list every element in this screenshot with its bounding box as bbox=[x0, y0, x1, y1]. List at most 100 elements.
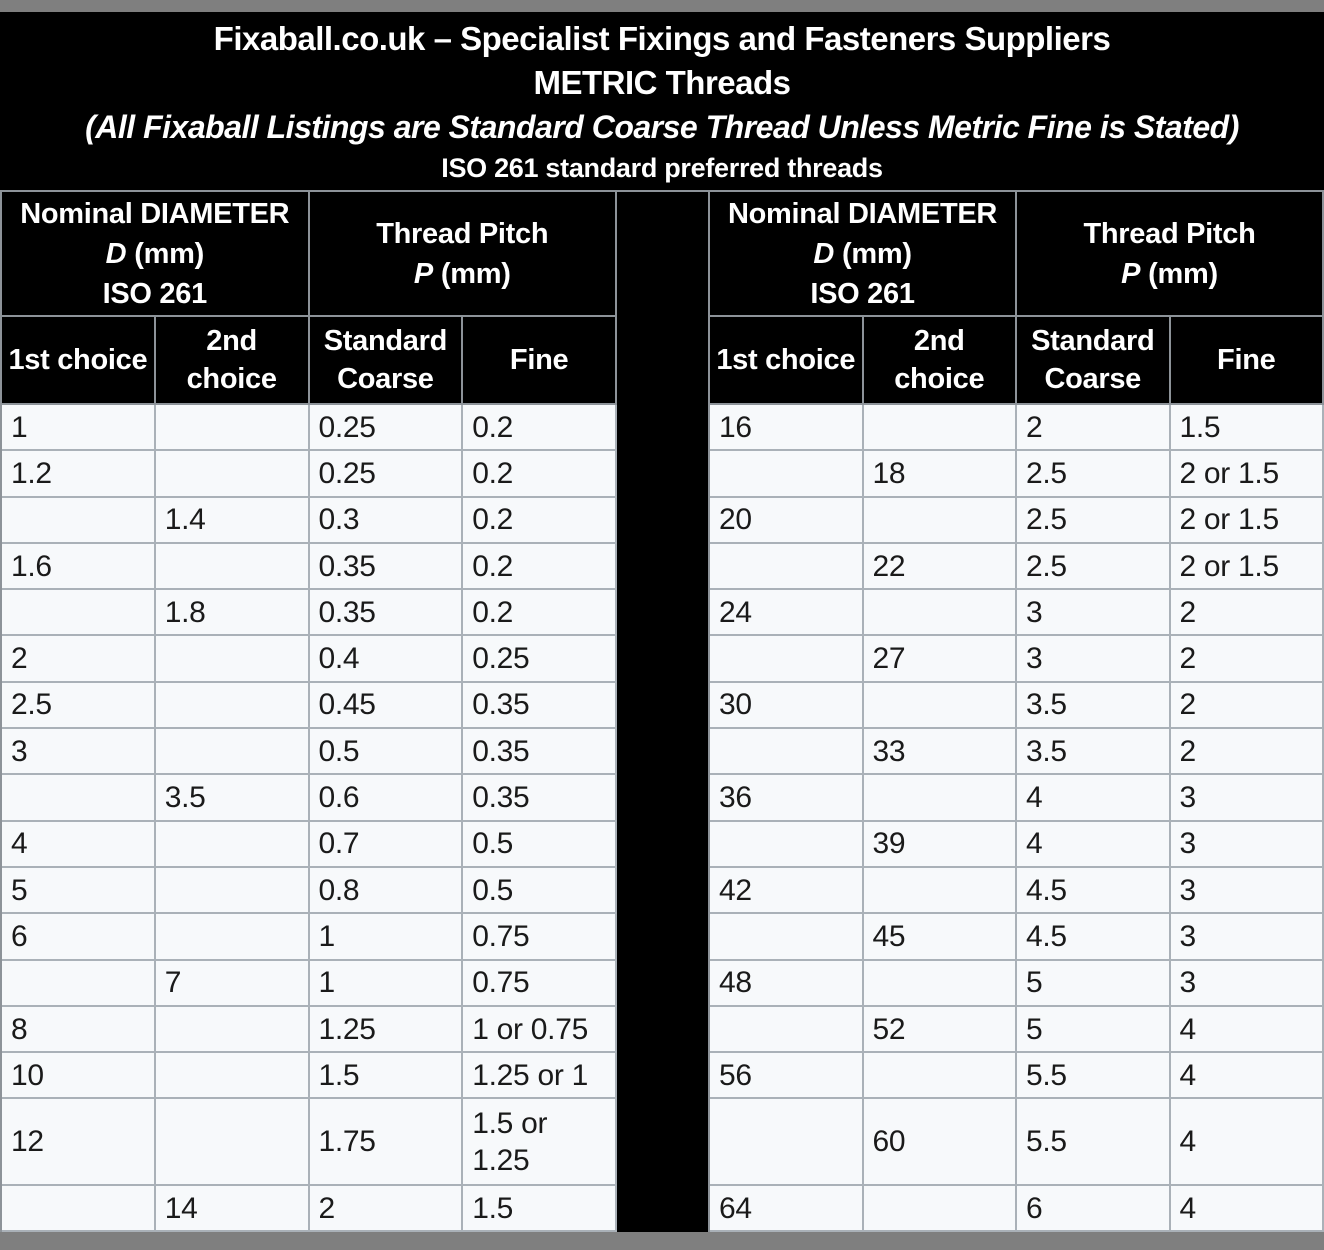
diameter-header-title: Nominal DIAMETER bbox=[727, 197, 998, 230]
table-cell: 7 bbox=[155, 960, 310, 1007]
diameter-header: Nominal DIAMETER D (mm) ISO 261 bbox=[710, 192, 1017, 317]
table-cell: 2.5 bbox=[1017, 497, 1171, 544]
pitch-header-title: Thread Pitch bbox=[376, 217, 549, 250]
diameter-unit: (mm) bbox=[841, 237, 912, 270]
diameter-header: Nominal DIAMETER D (mm) ISO 261 bbox=[2, 192, 310, 317]
diameter-unit: (mm) bbox=[134, 237, 204, 270]
table-cell: 0.2 bbox=[463, 497, 617, 544]
table-cell: 0.75 bbox=[463, 960, 617, 1007]
pitch-header-symbol-line: P (mm) bbox=[1121, 254, 1218, 294]
table-cell: 3 bbox=[1170, 775, 1324, 822]
table-cell bbox=[710, 914, 864, 961]
table-cell bbox=[155, 1006, 310, 1054]
title-supplier-line: Fixaball.co.uk – Specialist Fixings and … bbox=[213, 20, 1111, 57]
table-cell bbox=[863, 682, 1017, 730]
table-cell: 16 bbox=[710, 405, 864, 452]
table-cell bbox=[863, 1186, 1017, 1233]
table-cell: 1.6 bbox=[2, 543, 156, 591]
table-cell: 3 bbox=[1017, 590, 1171, 637]
table-cell: 3 bbox=[1017, 636, 1171, 683]
table-cell: 0.2 bbox=[463, 405, 617, 452]
table-cell: 2 bbox=[1170, 729, 1324, 776]
table-cell: 12 bbox=[2, 1099, 156, 1187]
table-cell: 4 bbox=[2, 821, 156, 868]
table-cell: 1.5 bbox=[463, 1186, 617, 1233]
title-iso-standard: ISO 261 standard preferred threads bbox=[441, 153, 883, 183]
table-cell bbox=[710, 729, 864, 776]
tables-row: Nominal DIAMETER D (mm) ISO 261 Thread Pi… bbox=[0, 190, 1324, 1233]
table-cell: 0.5 bbox=[463, 821, 617, 868]
table-cell bbox=[155, 682, 310, 730]
table-cell: 1 bbox=[2, 405, 156, 452]
diameter-header-symbol-line: D (mm) bbox=[813, 234, 912, 274]
column-header-fine: Fine bbox=[463, 317, 617, 405]
column-divider bbox=[617, 192, 708, 1233]
table-cell: 3.5 bbox=[1017, 729, 1171, 776]
table-cell: 0.25 bbox=[463, 636, 617, 683]
diameter-symbol: D bbox=[105, 237, 127, 270]
table-cell: 10 bbox=[2, 1053, 156, 1100]
table-cell: 4 bbox=[1170, 1053, 1324, 1100]
table-cell bbox=[863, 405, 1017, 452]
title-coarse-note: (All Fixaball Listings are Standard Coar… bbox=[85, 109, 1239, 145]
table-cell bbox=[155, 729, 310, 776]
column-header-2nd-choice: 2nd choice bbox=[863, 317, 1017, 405]
table-cell bbox=[2, 775, 156, 822]
pitch-symbol: P bbox=[1121, 257, 1141, 290]
table-cell: 0.35 bbox=[463, 729, 617, 776]
table-cell: 4.5 bbox=[1017, 914, 1171, 961]
table-cell: 18 bbox=[863, 451, 1017, 498]
table-cell: 39 bbox=[863, 821, 1017, 868]
table-cell: 48 bbox=[710, 960, 864, 1007]
pitch-unit: (mm) bbox=[1148, 257, 1218, 290]
table-cell: 2.5 bbox=[1017, 451, 1171, 498]
table-cell: 1.5 or 1.25 bbox=[463, 1099, 617, 1187]
table-cell: 24 bbox=[710, 590, 864, 637]
table-cell bbox=[710, 1006, 864, 1054]
table-cell: 0.35 bbox=[309, 543, 464, 591]
thread-table-left: Nominal DIAMETER D (mm) ISO 261 Thread Pi… bbox=[0, 192, 617, 1233]
table-cell bbox=[155, 451, 310, 498]
table-cell: 64 bbox=[710, 1186, 864, 1233]
table-cell: 1.2 bbox=[2, 451, 156, 498]
table-cell: 5 bbox=[2, 867, 156, 915]
table-cell bbox=[155, 405, 310, 452]
table-cell: 3 bbox=[2, 729, 156, 776]
table-cell: 33 bbox=[863, 729, 1017, 776]
table-cell bbox=[863, 1053, 1017, 1100]
table-cell: 3 bbox=[1170, 960, 1324, 1007]
table-cell: 6 bbox=[1017, 1186, 1171, 1233]
table-cell: 1.4 bbox=[155, 497, 310, 544]
table-cell: 3 bbox=[1170, 867, 1324, 915]
pitch-header-title: Thread Pitch bbox=[1083, 217, 1256, 250]
table-cell: 0.35 bbox=[463, 775, 617, 822]
table-cell bbox=[155, 867, 310, 915]
table-cell bbox=[2, 1186, 156, 1233]
table-cell: 2.5 bbox=[2, 682, 156, 730]
title-block: Fixaball.co.uk – Specialist Fixings and … bbox=[0, 12, 1324, 190]
table-cell: 30 bbox=[710, 682, 864, 730]
table-cell: 0.7 bbox=[309, 821, 464, 868]
column-header-2nd-choice: 2nd choice bbox=[155, 317, 310, 405]
table-cell: 8 bbox=[2, 1006, 156, 1054]
column-header-1st-choice: 1st choice bbox=[710, 317, 864, 405]
table-cell: 1.25 or 1 bbox=[463, 1053, 617, 1100]
pitch-header: Thread Pitch P (mm) bbox=[309, 192, 617, 317]
table-cell: 0.75 bbox=[463, 914, 617, 961]
table-cell bbox=[710, 636, 864, 683]
table-cell bbox=[863, 960, 1017, 1007]
table-cell: 1.75 bbox=[309, 1099, 464, 1187]
table-cell: 0.8 bbox=[309, 867, 464, 915]
table-cell bbox=[155, 1099, 310, 1187]
table-cell: 0.45 bbox=[309, 682, 464, 730]
table-cell: 4 bbox=[1170, 1186, 1324, 1233]
table-cell: 2 bbox=[1017, 405, 1171, 452]
table-cell: 52 bbox=[863, 1006, 1017, 1054]
table-cell: 4.5 bbox=[1017, 867, 1171, 915]
table-cell bbox=[155, 821, 310, 868]
diameter-header-standard: ISO 261 bbox=[810, 277, 915, 310]
table-cell bbox=[155, 1053, 310, 1100]
table-cell: 45 bbox=[863, 914, 1017, 961]
table-cell: 4 bbox=[1170, 1006, 1324, 1054]
